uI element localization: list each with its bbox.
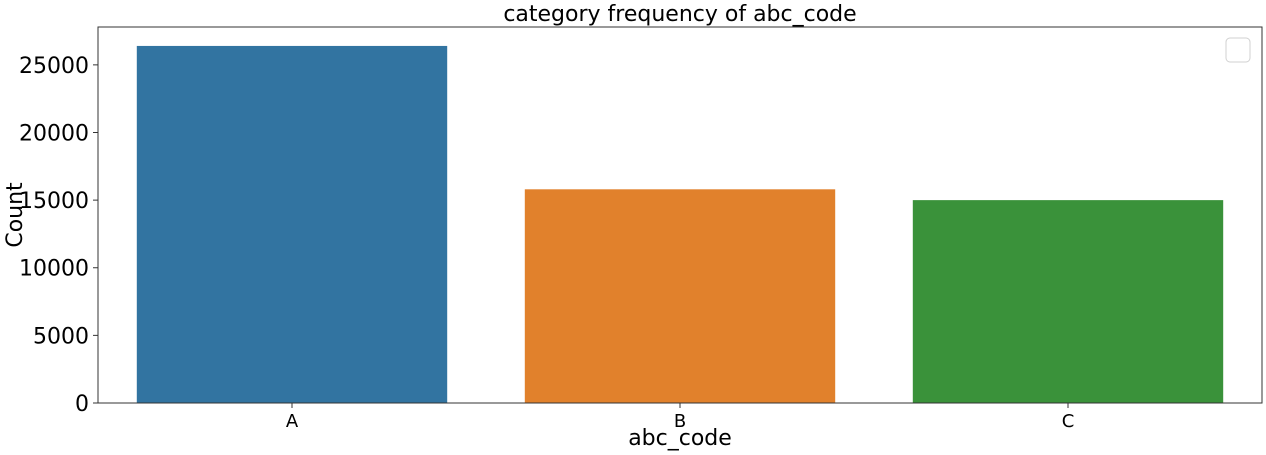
x-tick-label: B	[674, 411, 686, 432]
x-tick-label: A	[286, 411, 299, 432]
chart-title: category frequency of abc_code	[503, 2, 856, 27]
y-tick-label: 15000	[19, 189, 89, 214]
x-axis-label: abc_code	[628, 426, 732, 451]
y-axis-ticks: 0 5000 10000 15000 20000 25000	[19, 54, 98, 417]
legend-box	[1225, 37, 1251, 63]
y-tick-label: 0	[75, 392, 89, 417]
y-tick-label: 10000	[19, 257, 89, 282]
bar-c	[912, 200, 1224, 403]
x-axis-ticks: A B C	[286, 403, 1074, 432]
y-tick-label: 25000	[19, 54, 89, 79]
plot-frame	[97, 26, 1263, 404]
y-axis-label: Count	[3, 182, 28, 248]
y-tick-label: 5000	[33, 324, 89, 349]
y-tick-label: 20000	[19, 121, 89, 146]
x-tick-label: C	[1062, 411, 1075, 432]
bars-group	[136, 45, 1224, 404]
bar-b	[524, 189, 836, 403]
bar-a	[136, 45, 448, 404]
